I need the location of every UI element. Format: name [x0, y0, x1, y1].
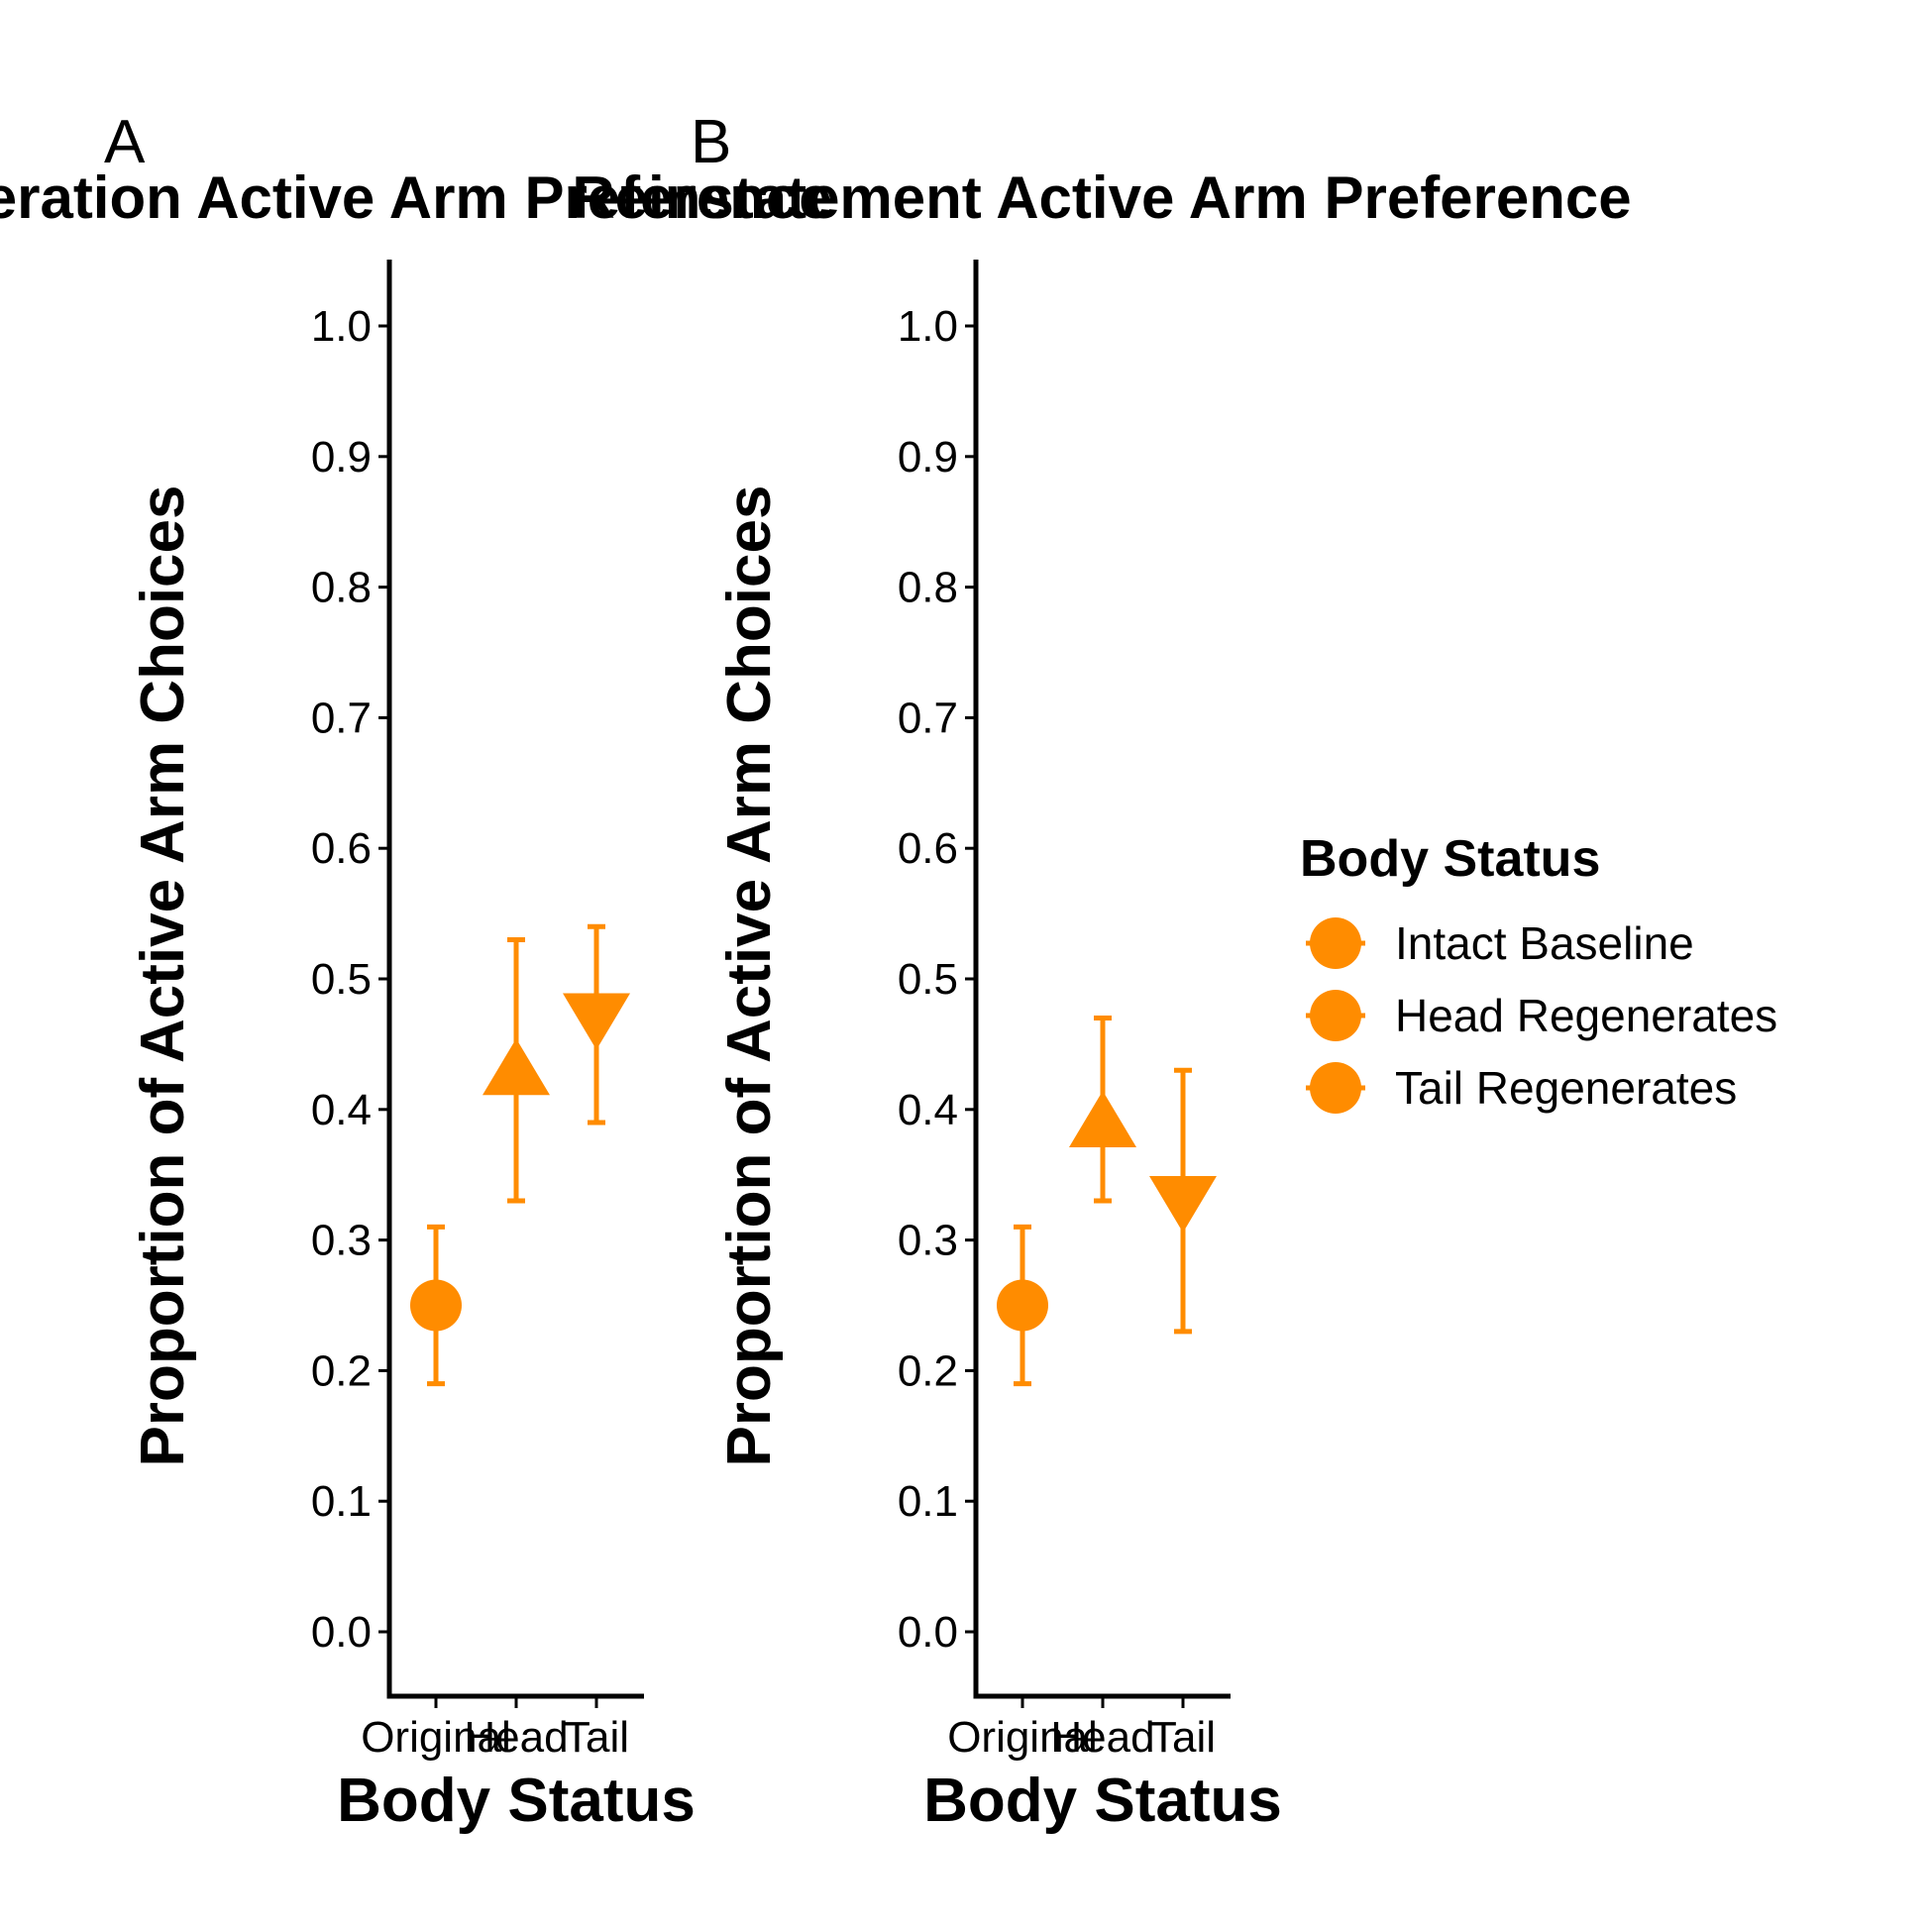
y-tick-label: 0.3	[898, 1217, 958, 1265]
x-tick-label: Head	[1050, 1713, 1154, 1762]
legend-item: Tail Regenerates	[1306, 1062, 1737, 1114]
y-tick-label: 0.9	[898, 433, 958, 482]
y-tick-label: 0.4	[898, 1086, 958, 1134]
legend-label: Intact Baseline	[1395, 917, 1694, 969]
y-axis-label: Proportion of Active Arm Choices	[129, 485, 197, 1467]
chart-title: Reinstatement Active Arm Preference	[572, 164, 1631, 231]
y-tick-label: 0.1	[311, 1477, 372, 1526]
y-tick-label: 0.4	[311, 1086, 372, 1134]
y-tick-label: 0.9	[311, 433, 372, 482]
x-tick-label: Original	[361, 1713, 511, 1762]
x-tick-label: Original	[947, 1713, 1098, 1762]
data-point-triangle-down	[1149, 1176, 1217, 1234]
y-tick-label: 0.5	[898, 955, 958, 1004]
y-tick-label: 0.2	[898, 1346, 958, 1395]
legend-key-circle	[1310, 917, 1361, 969]
y-tick-label: 1.0	[898, 302, 958, 351]
data-point-circle	[410, 1279, 462, 1332]
y-tick-label: 0.7	[898, 694, 958, 742]
y-tick-label: 1.0	[311, 302, 372, 351]
y-tick-label: 0.5	[311, 955, 372, 1004]
legend-item: Intact Baseline	[1306, 917, 1694, 969]
y-tick-label: 0.2	[311, 1346, 372, 1395]
y-tick-label: 0.0	[311, 1608, 372, 1657]
chart-title: Regeneration Active Arm Preference	[0, 164, 832, 231]
legend-item: Head Regenerates	[1306, 990, 1777, 1041]
x-tick-label: Tail	[564, 1713, 629, 1762]
legend: Body Status Intact Baseline Head Regenera…	[1300, 830, 1777, 1114]
legend-key-circle	[1310, 990, 1361, 1041]
x-tick-label: Tail	[1150, 1713, 1216, 1762]
panel-tag: B	[691, 108, 731, 176]
x-axis-label: Body Status	[923, 1767, 1282, 1835]
panel-a: ARegeneration Active Arm Preference 0.0 0.…	[0, 108, 832, 1835]
y-tick-label: 0.0	[898, 1608, 958, 1657]
legend-key-circle	[1310, 1062, 1361, 1114]
x-axis-label: Body Status	[337, 1767, 696, 1835]
legend-label: Head Regenerates	[1395, 990, 1777, 1041]
y-tick-label: 0.6	[311, 824, 372, 873]
data-point-triangle-up	[483, 1038, 550, 1096]
data-point-triangle-up	[1069, 1090, 1136, 1147]
y-tick-label: 0.6	[898, 824, 958, 873]
panel-tag: A	[104, 108, 146, 176]
y-tick-label: 0.7	[311, 694, 372, 742]
data-point-circle	[997, 1279, 1048, 1332]
y-tick-label: 0.8	[898, 564, 958, 612]
y-axis-label: Proportion of Active Arm Choices	[715, 485, 784, 1467]
legend-title: Body Status	[1300, 830, 1600, 888]
y-tick-label: 0.1	[898, 1477, 958, 1526]
x-tick-label: Head	[464, 1713, 568, 1762]
y-tick-label: 0.8	[311, 564, 372, 612]
data-point-triangle-down	[563, 993, 630, 1050]
y-tick-label: 0.3	[311, 1217, 372, 1265]
legend-label: Tail Regenerates	[1395, 1062, 1737, 1114]
